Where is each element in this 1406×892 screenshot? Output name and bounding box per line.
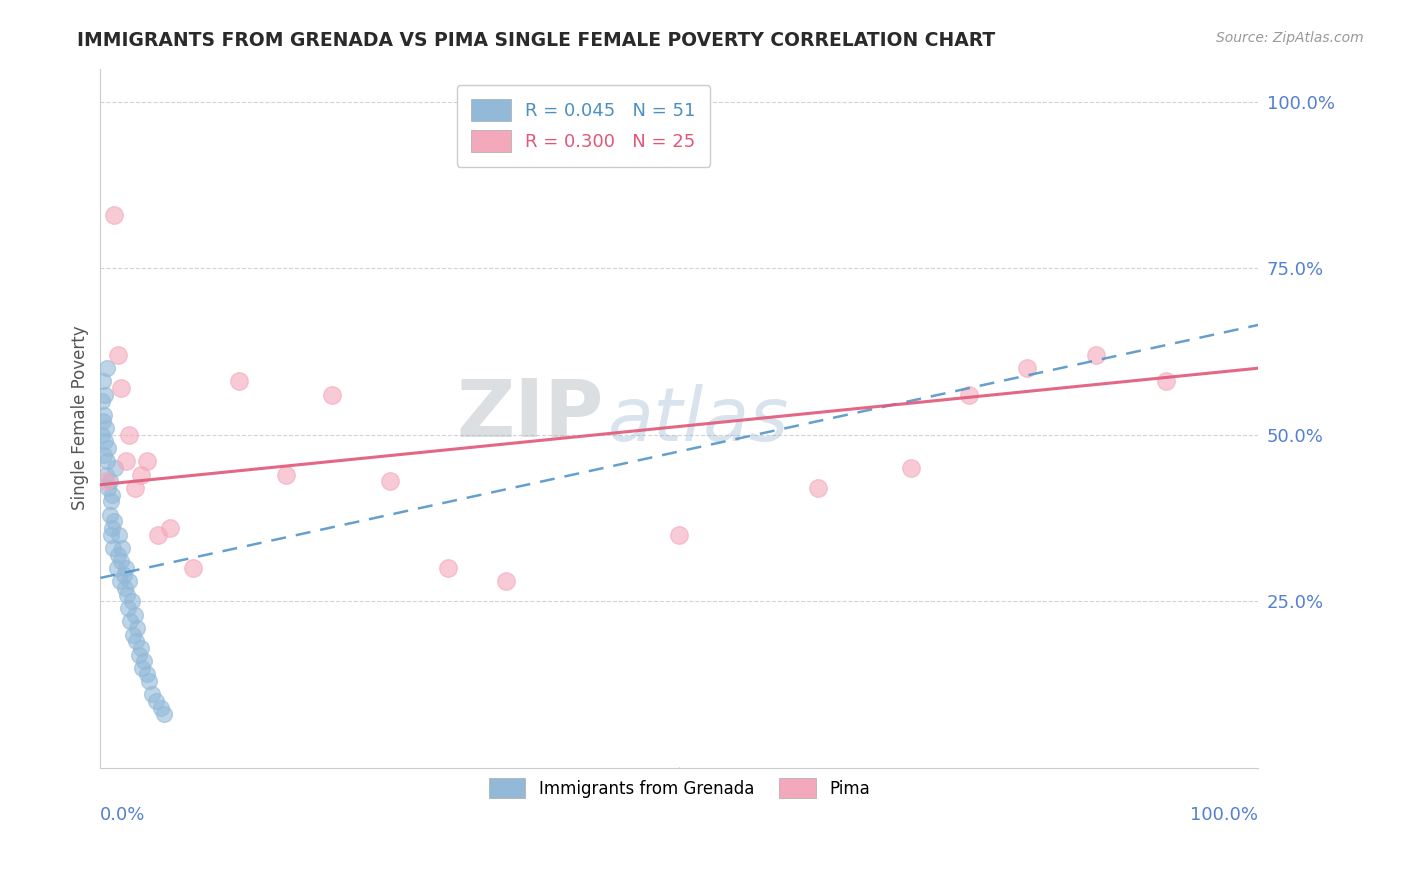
Point bbox=[128, 648, 150, 662]
Point bbox=[94, 434, 117, 449]
Point bbox=[131, 661, 153, 675]
Point bbox=[110, 554, 132, 568]
Point bbox=[93, 408, 115, 422]
Point bbox=[105, 561, 128, 575]
Point bbox=[93, 448, 115, 462]
Point bbox=[807, 481, 830, 495]
Point bbox=[159, 521, 181, 535]
Point bbox=[127, 621, 149, 635]
Point bbox=[274, 467, 297, 482]
Point bbox=[100, 527, 122, 541]
Point bbox=[117, 600, 139, 615]
Text: Source: ZipAtlas.com: Source: ZipAtlas.com bbox=[1216, 31, 1364, 45]
Point bbox=[495, 574, 517, 589]
Point bbox=[97, 481, 120, 495]
Point bbox=[120, 614, 142, 628]
Point bbox=[107, 548, 129, 562]
Point bbox=[103, 208, 125, 222]
Point bbox=[114, 454, 136, 468]
Point bbox=[115, 588, 138, 602]
Point bbox=[107, 348, 129, 362]
Point bbox=[94, 475, 117, 489]
Point bbox=[124, 481, 146, 495]
Point bbox=[118, 427, 141, 442]
Point bbox=[125, 634, 148, 648]
Y-axis label: Single Female Poverty: Single Female Poverty bbox=[72, 326, 89, 510]
Point bbox=[228, 375, 250, 389]
Point bbox=[91, 375, 114, 389]
Point bbox=[668, 527, 690, 541]
Point bbox=[378, 475, 401, 489]
Point bbox=[138, 674, 160, 689]
Point bbox=[135, 667, 157, 681]
Point bbox=[108, 574, 131, 589]
Point bbox=[101, 488, 124, 502]
Point bbox=[1085, 348, 1108, 362]
Point bbox=[121, 627, 143, 641]
Point bbox=[129, 640, 152, 655]
Point bbox=[153, 707, 176, 722]
Point bbox=[129, 467, 152, 482]
Text: IMMIGRANTS FROM GRENADA VS PIMA SINGLE FEMALE POVERTY CORRELATION CHART: IMMIGRANTS FROM GRENADA VS PIMA SINGLE F… bbox=[77, 31, 995, 50]
Point bbox=[149, 700, 172, 714]
Point bbox=[94, 421, 117, 435]
Point bbox=[148, 527, 170, 541]
Point bbox=[96, 361, 118, 376]
Point bbox=[100, 494, 122, 508]
Point bbox=[98, 508, 121, 522]
Point bbox=[436, 561, 458, 575]
Point bbox=[112, 567, 135, 582]
Point bbox=[134, 654, 156, 668]
Legend: Immigrants from Grenada, Pima: Immigrants from Grenada, Pima bbox=[475, 764, 883, 812]
Point bbox=[321, 388, 343, 402]
Point bbox=[98, 475, 121, 489]
Point bbox=[118, 574, 141, 589]
Point bbox=[108, 527, 131, 541]
Point bbox=[104, 461, 127, 475]
Point bbox=[110, 381, 132, 395]
Point bbox=[94, 388, 117, 402]
Point bbox=[141, 688, 163, 702]
Point bbox=[114, 561, 136, 575]
Point bbox=[957, 388, 980, 402]
Point bbox=[114, 581, 136, 595]
Point bbox=[90, 394, 112, 409]
Text: 100.0%: 100.0% bbox=[1191, 806, 1258, 824]
Text: ZIP: ZIP bbox=[457, 376, 605, 454]
Point bbox=[181, 561, 204, 575]
Point bbox=[103, 514, 125, 528]
Point bbox=[135, 454, 157, 468]
Text: atlas: atlas bbox=[607, 384, 789, 456]
Point bbox=[121, 594, 143, 608]
Point bbox=[101, 541, 124, 555]
Point bbox=[900, 461, 922, 475]
Point bbox=[94, 467, 117, 482]
Point bbox=[145, 694, 167, 708]
Point bbox=[111, 541, 134, 555]
Point bbox=[97, 441, 120, 455]
Point bbox=[124, 607, 146, 622]
Point bbox=[101, 521, 124, 535]
Point bbox=[1015, 361, 1038, 376]
Point bbox=[90, 427, 112, 442]
Text: 0.0%: 0.0% bbox=[100, 806, 146, 824]
Point bbox=[96, 454, 118, 468]
Point bbox=[91, 414, 114, 428]
Point bbox=[1154, 375, 1177, 389]
